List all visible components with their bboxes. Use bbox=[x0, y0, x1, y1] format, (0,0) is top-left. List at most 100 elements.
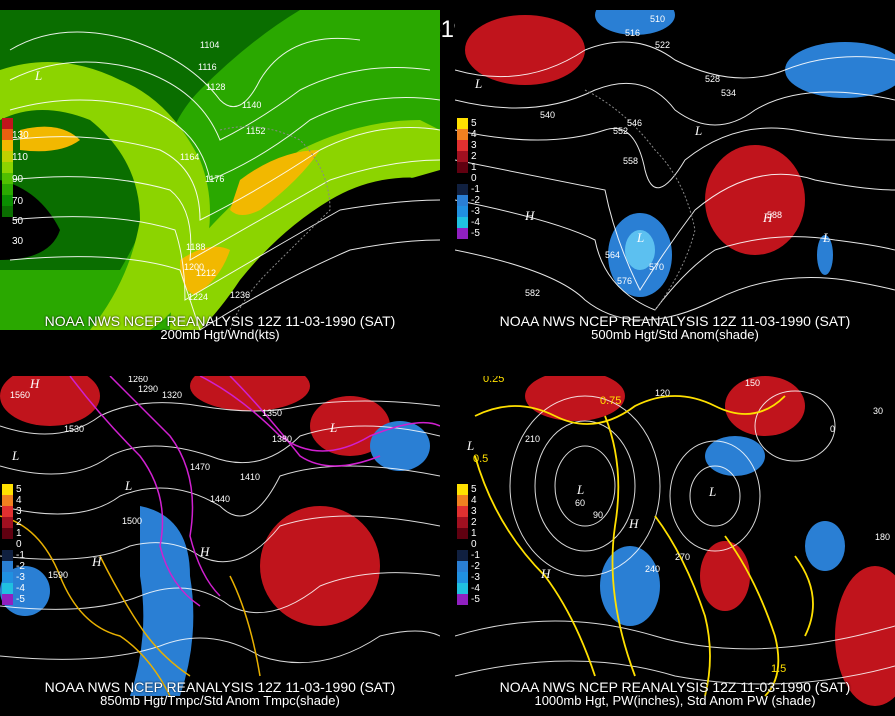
svg-text:H: H bbox=[540, 566, 551, 581]
svg-text:L: L bbox=[329, 420, 337, 435]
svg-text:1290: 1290 bbox=[138, 384, 158, 394]
svg-text:270: 270 bbox=[675, 552, 690, 562]
svg-text:L: L bbox=[576, 482, 584, 497]
panel-850mb: H L L H H L 1260 1290 1320 1350 1380 141… bbox=[0, 376, 440, 716]
calm-area-east bbox=[370, 170, 440, 280]
svg-text:1530: 1530 bbox=[64, 424, 84, 434]
anom-pos-s-1000 bbox=[700, 541, 750, 611]
svg-text:534: 534 bbox=[721, 88, 736, 98]
svg-text:L: L bbox=[708, 484, 716, 499]
center-label: L bbox=[34, 68, 42, 83]
temp-contours-850 bbox=[69, 376, 440, 607]
svg-text:570: 570 bbox=[649, 262, 664, 272]
footer-200mb: NOAA NWS NCEP REANALYSIS 12Z 11-03-1990 … bbox=[44, 313, 396, 342]
footer-500mb: NOAA NWS NCEP REANALYSIS 12Z 11-03-1990 … bbox=[499, 313, 851, 342]
map-850mb: H L L H H L 1260 1290 1320 1350 1380 141… bbox=[0, 376, 440, 716]
anom-pos-nw bbox=[465, 15, 585, 85]
svg-text:1212: 1212 bbox=[196, 268, 216, 278]
legend-850mb bbox=[2, 484, 13, 605]
contour-labels-200mb: 1104 1116 1128 1140 1152 1164 1176 1188 … bbox=[180, 40, 265, 302]
svg-text:522: 522 bbox=[655, 40, 670, 50]
anom-neg-ne bbox=[785, 42, 895, 98]
svg-text:540: 540 bbox=[540, 110, 555, 120]
footer-850mb: NOAA NWS NCEP REANALYSIS 12Z 11-03-1990 … bbox=[44, 679, 396, 708]
svg-text:510: 510 bbox=[650, 14, 665, 24]
temp-contours-warm-850 bbox=[0, 515, 261, 697]
footer-1000mb: NOAA NWS NCEP REANALYSIS 12Z 11-03-1990 … bbox=[499, 679, 851, 708]
wind-shade-peak-3 bbox=[20, 126, 80, 152]
svg-text:180: 180 bbox=[875, 532, 890, 542]
wind-shade-peak-1 bbox=[230, 150, 320, 215]
height-contours bbox=[9, 31, 440, 331]
svg-text:1140: 1140 bbox=[242, 100, 261, 110]
svg-text:564: 564 bbox=[605, 250, 620, 260]
svg-text:1.5: 1.5 bbox=[771, 663, 786, 675]
svg-text:1176: 1176 bbox=[205, 174, 224, 184]
legend-1000mb bbox=[457, 484, 468, 605]
svg-text:576: 576 bbox=[617, 276, 632, 286]
svg-text:150: 150 bbox=[745, 378, 760, 388]
svg-text:1470: 1470 bbox=[190, 462, 210, 472]
svg-text:L: L bbox=[124, 478, 132, 493]
svg-text:588: 588 bbox=[767, 210, 782, 220]
center-labels-850: H L L H H L bbox=[11, 376, 337, 569]
anom-neg-atl bbox=[817, 235, 833, 275]
svg-text:558: 558 bbox=[623, 156, 638, 166]
svg-text:90: 90 bbox=[593, 510, 603, 520]
svg-text:L: L bbox=[636, 230, 644, 245]
svg-text:H: H bbox=[628, 516, 639, 531]
map-500mb: L L H L H L 510 516 522 528 534 540 546 … bbox=[455, 10, 895, 350]
svg-text:H: H bbox=[199, 544, 210, 559]
panel-500mb: L L H L H L 510 516 522 528 534 540 546 … bbox=[455, 10, 895, 350]
svg-text:0: 0 bbox=[830, 424, 835, 434]
svg-text:1152: 1152 bbox=[246, 126, 265, 136]
anom-pos-ne-1000 bbox=[725, 376, 805, 436]
anom-neg-ne-850 bbox=[370, 421, 430, 471]
svg-text:1410: 1410 bbox=[240, 472, 260, 482]
svg-text:1164: 1164 bbox=[180, 152, 199, 162]
wind-shade-light bbox=[0, 62, 210, 330]
svg-text:582: 582 bbox=[525, 288, 540, 298]
anom-neg-ne-1000 bbox=[705, 436, 765, 476]
anom-pos-n-850 bbox=[190, 376, 310, 411]
svg-text:1236: 1236 bbox=[230, 290, 250, 300]
wind-shade-light-2 bbox=[170, 120, 440, 330]
anom-neg-south-850 bbox=[130, 506, 194, 696]
contour-labels-1000: 0 30 60 90 120 150 180 210 240 270 bbox=[525, 378, 890, 574]
svg-text:0.75: 0.75 bbox=[600, 395, 621, 407]
svg-text:L: L bbox=[474, 76, 482, 91]
center-labels-500: L L H L H L bbox=[474, 76, 830, 245]
height-contours-850 bbox=[0, 400, 440, 664]
svg-text:240: 240 bbox=[645, 564, 660, 574]
svg-text:L: L bbox=[466, 438, 474, 453]
map-1000mb: L L H L H 0 30 60 90 120 150 180 210 240… bbox=[455, 376, 895, 716]
svg-text:516: 516 bbox=[625, 28, 640, 38]
svg-text:H: H bbox=[29, 376, 40, 391]
anom-neg-s-1000 bbox=[600, 546, 660, 626]
anom-pos-east bbox=[705, 145, 805, 255]
svg-text:60: 60 bbox=[575, 498, 585, 508]
center-labels-1000: L L H L H bbox=[466, 438, 716, 581]
svg-text:0.25: 0.25 bbox=[483, 376, 504, 385]
svg-text:552: 552 bbox=[613, 126, 628, 136]
panel-1000mb: L L H L H 0 30 60 90 120 150 180 210 240… bbox=[455, 376, 895, 716]
coastline bbox=[219, 126, 331, 331]
svg-text:1188: 1188 bbox=[186, 242, 205, 252]
svg-text:1560: 1560 bbox=[10, 390, 30, 400]
map-200mb: L 1104 1116 1128 1140 1152 1164 1176 118… bbox=[0, 10, 440, 350]
svg-text:30: 30 bbox=[873, 406, 883, 416]
svg-text:528: 528 bbox=[705, 74, 720, 84]
contour-labels-500: 510 516 522 528 534 540 546 552 558 564 … bbox=[525, 14, 782, 298]
legend-200mb bbox=[2, 118, 13, 239]
svg-text:1128: 1128 bbox=[206, 82, 225, 92]
svg-text:1500: 1500 bbox=[122, 516, 142, 526]
svg-text:L: L bbox=[822, 230, 830, 245]
svg-text:1320: 1320 bbox=[162, 390, 182, 400]
svg-text:1104: 1104 bbox=[200, 40, 219, 50]
svg-text:546: 546 bbox=[627, 118, 642, 128]
svg-text:H: H bbox=[524, 208, 535, 223]
anom-neg-n bbox=[595, 10, 675, 35]
svg-text:1350: 1350 bbox=[262, 408, 282, 418]
anom-pos-n-1000 bbox=[525, 376, 625, 421]
svg-text:120: 120 bbox=[655, 388, 670, 398]
